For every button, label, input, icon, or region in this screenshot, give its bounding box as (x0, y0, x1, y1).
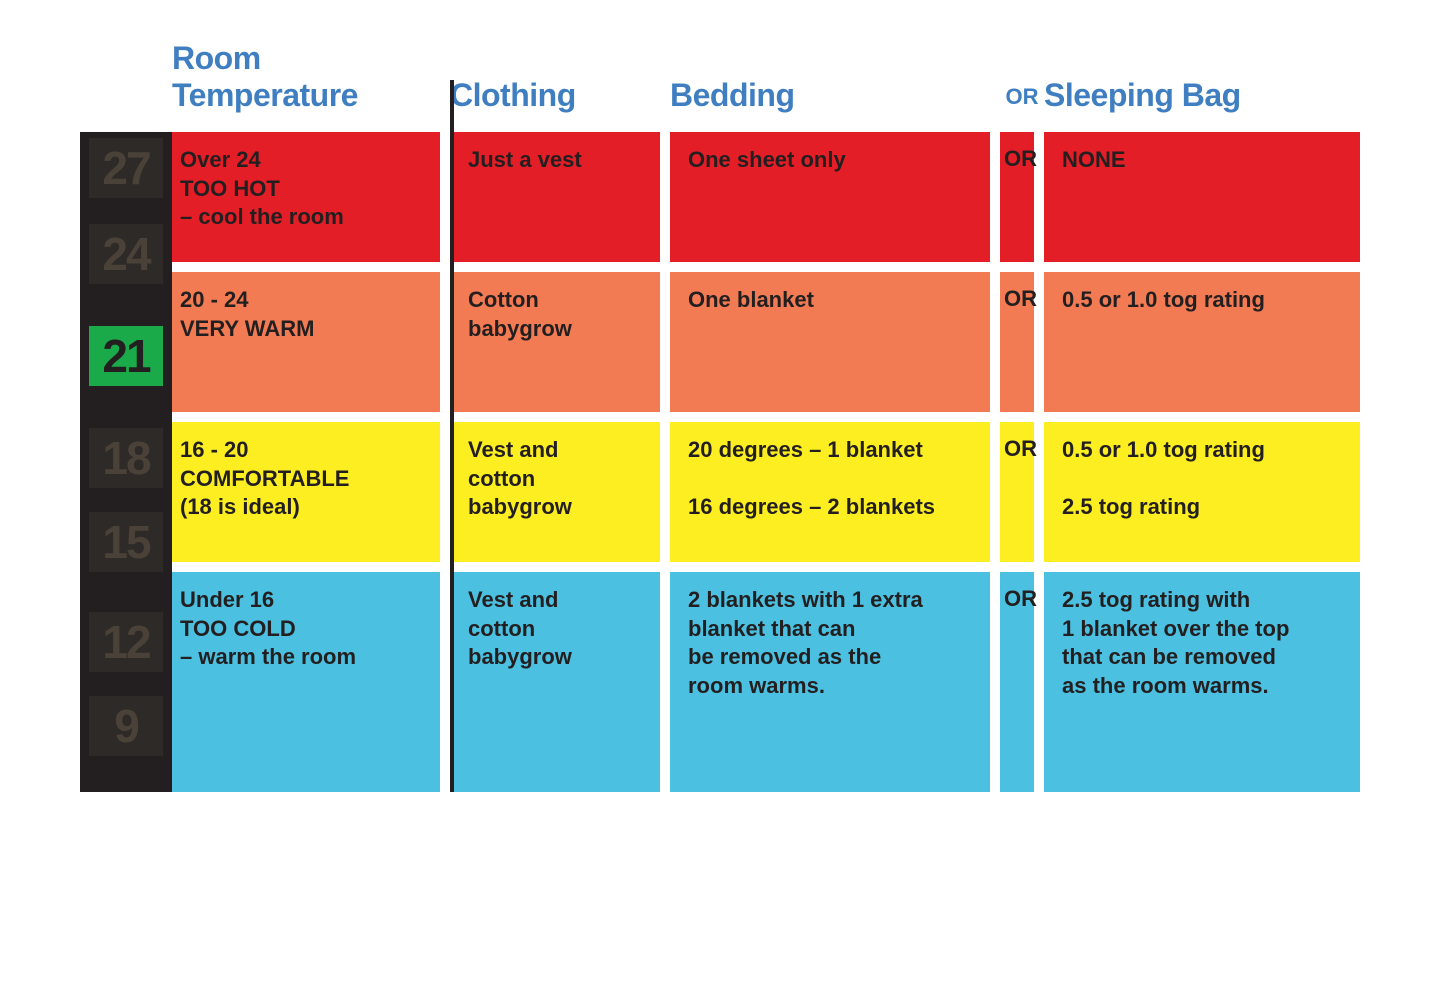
temperature-guide-chart: Room Temperature Clothing Bedding OR Sle… (80, 40, 1360, 792)
cell-clothing: Just a vest (450, 132, 660, 262)
cell-or: OR (1000, 572, 1034, 792)
cell-clothing: Vest and cotton babygrow (450, 572, 660, 792)
body-rows: 2724211815129 Over 24 TOO HOT – cool the… (80, 132, 1360, 792)
guide-row: 20 - 24 VERY WARMCotton babygrowOne blan… (80, 272, 1360, 412)
cell-or: OR (1000, 132, 1034, 262)
header-row: Room Temperature Clothing Bedding OR Sle… (80, 40, 1360, 132)
cell-room-temp: Under 16 TOO COLD – warm the room (172, 572, 440, 792)
cell-sleeping-bag: 0.5 or 1.0 tog rating (1044, 272, 1360, 412)
guide-row: Over 24 TOO HOT – cool the roomJust a ve… (80, 132, 1360, 262)
cell-clothing: Vest and cotton babygrow (450, 422, 660, 562)
cell-bedding: One blanket (670, 272, 990, 412)
cell-or: OR (1000, 272, 1034, 412)
cell-bedding: 2 blankets with 1 extra blanket that can… (670, 572, 990, 792)
cell-sleeping-bag: 2.5 tog rating with 1 blanket over the t… (1044, 572, 1360, 792)
cell-sleeping-bag: NONE (1044, 132, 1360, 262)
header-room-temp: Room Temperature (172, 40, 450, 114)
header-bedding: Bedding (670, 77, 1000, 114)
cell-clothing: Cotton babygrow (450, 272, 660, 412)
guide-row: Under 16 TOO COLD – warm the roomVest an… (80, 572, 1360, 792)
guide-row: 16 - 20 COMFORTABLE (18 is ideal)Vest an… (80, 422, 1360, 562)
cell-bedding: 20 degrees – 1 blanket 16 degrees – 2 bl… (670, 422, 990, 562)
vertical-divider (450, 80, 454, 792)
cell-or: OR (1000, 422, 1034, 562)
header-clothing: Clothing (450, 77, 670, 114)
cell-room-temp: 20 - 24 VERY WARM (172, 272, 440, 412)
cell-room-temp: 16 - 20 COMFORTABLE (18 is ideal) (172, 422, 440, 562)
cell-room-temp: Over 24 TOO HOT – cool the room (172, 132, 440, 262)
header-or: OR (1000, 84, 1044, 114)
cell-sleeping-bag: 0.5 or 1.0 tog rating 2.5 tog rating (1044, 422, 1360, 562)
header-sleeping-bag: Sleeping Bag (1044, 77, 1360, 114)
cell-bedding: One sheet only (670, 132, 990, 262)
